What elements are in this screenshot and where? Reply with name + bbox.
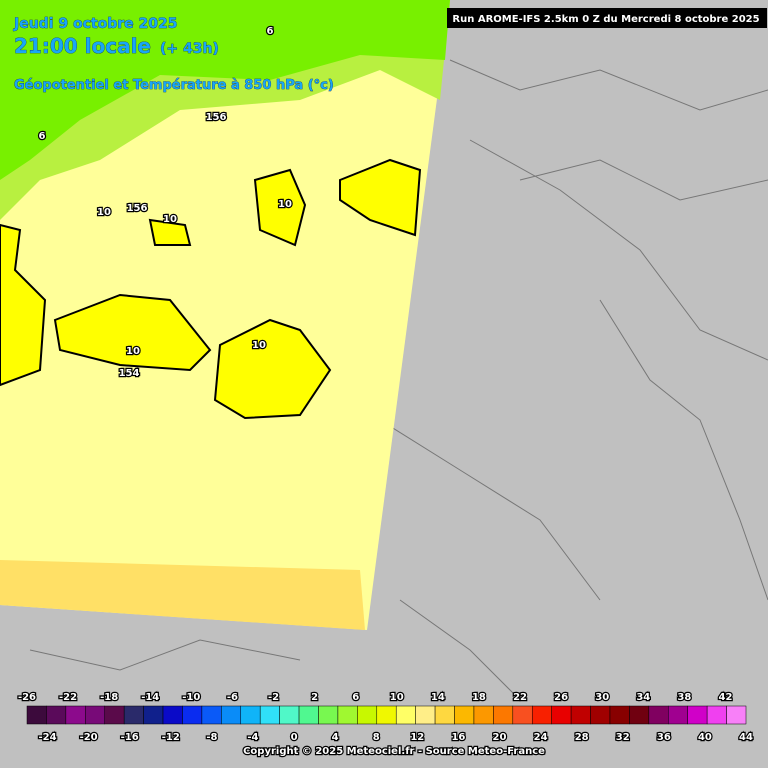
legend-label: 44 [739,732,753,743]
legend-label: 30 [595,692,609,703]
model-domain [0,0,450,630]
contour-label: 6 [39,131,46,142]
legend-swatch [279,705,300,725]
legend-swatch [395,705,416,725]
legend-label: 16 [451,732,465,743]
forecast-time: 21:00 locale [14,34,151,58]
legend-label: 10 [390,692,404,703]
legend-label: 40 [698,732,712,743]
legend-swatch [570,705,591,725]
legend-label: -14 [141,692,159,703]
legend-label: 14 [431,692,445,703]
legend-label: 20 [493,732,507,743]
legend-label: 42 [718,692,732,703]
contour-labels: 6 6 156 10 156 10 10 10 154 10 [37,25,293,381]
field-name: Géopotentiel et Température à 850 hPa (°… [14,78,334,93]
legend-swatch [415,705,436,725]
contour-label: 10 [278,199,292,210]
legend-swatch [726,705,747,725]
legend-swatch [337,705,358,725]
legend-swatch [240,705,261,725]
legend-swatch [26,705,47,725]
contour-label: 156 [127,203,148,214]
borders [29,59,768,701]
legend-label: -26 [18,692,36,703]
warm-cells [0,158,422,420]
legend-swatch [609,705,630,725]
legend-swatch [123,705,144,725]
legend-label: -8 [206,732,217,743]
legend-swatch [46,705,67,725]
legend-label: 6 [352,692,359,703]
legend-swatch [298,705,319,725]
contour-label: 10 [126,346,140,357]
legend-swatch [648,705,669,725]
legend-swatch [182,705,203,725]
legend-label: -18 [100,692,118,703]
legend-swatch [143,705,164,725]
contour-label: 10 [97,207,111,218]
legend-label: 8 [373,732,380,743]
legend-swatch [318,705,339,725]
legend-swatch [201,705,222,725]
legend-swatch [357,705,378,725]
legend-swatch [259,705,280,725]
legend-swatch [551,705,572,725]
contour-label: 154 [119,368,140,379]
legend-swatch [221,705,242,725]
legend-label: 34 [636,692,650,703]
run-info: Run AROME-IFS 2.5km 0 Z du Mercredi 8 oc… [452,14,759,25]
legend-label: -12 [162,732,180,743]
legend: -26 -22 -18 -14 -10 -6 -2 2 6 10 14 18 22 26 30 34 38 42-… [17,691,755,745]
run-bar [447,8,767,28]
legend-swatch [493,705,514,725]
legend-label: 0 [291,732,298,743]
legend-label: 2 [311,692,318,703]
legend-label: 18 [472,692,486,703]
legend-label: 36 [657,732,671,743]
legend-swatch [590,705,611,725]
contour-label: 10 [252,340,266,351]
legend-label: -24 [39,732,57,743]
legend-swatch [162,705,183,725]
legend-label: -20 [80,732,98,743]
legend-label: 22 [513,692,527,703]
legend-swatch [434,705,455,725]
forecast-date: Jeudi 9 octobre 2025 [13,16,177,32]
warm-band [0,560,365,630]
legend-label: -10 [182,692,200,703]
legend-label: 32 [616,732,630,743]
legend-label: -16 [121,732,139,743]
legend-swatch [687,705,708,725]
legend-swatch [85,705,105,725]
legend-label: 38 [677,692,691,703]
contour-label: 6 [267,26,274,37]
legend-swatch [454,705,475,725]
cold-area [0,0,450,180]
legend-swatch [706,705,727,725]
legend-label: -6 [227,692,238,703]
legend-label: 26 [554,692,568,703]
legend-swatch [512,705,533,725]
legend-swatch [629,705,650,725]
legend-label: 12 [410,732,424,743]
contour-label: 156 [206,112,227,123]
legend-swatch [65,705,86,725]
legend-label: -22 [59,692,77,703]
legend-label: 24 [534,732,548,743]
lead-time: (+ 43h) [160,41,219,57]
legend-label: 28 [575,732,589,743]
legend-swatch [473,705,494,725]
contour-label: 10 [163,214,177,225]
copyright: Copyright © 2025 Meteociel.fr - Source M… [243,746,545,757]
legend-label: 4 [332,732,339,743]
legend-swatch [668,705,688,725]
legend-swatch [376,705,397,725]
legend-label: -2 [268,692,279,703]
legend-swatch [104,705,125,725]
legend-label: -4 [247,732,258,743]
legend-swatch [531,705,552,725]
